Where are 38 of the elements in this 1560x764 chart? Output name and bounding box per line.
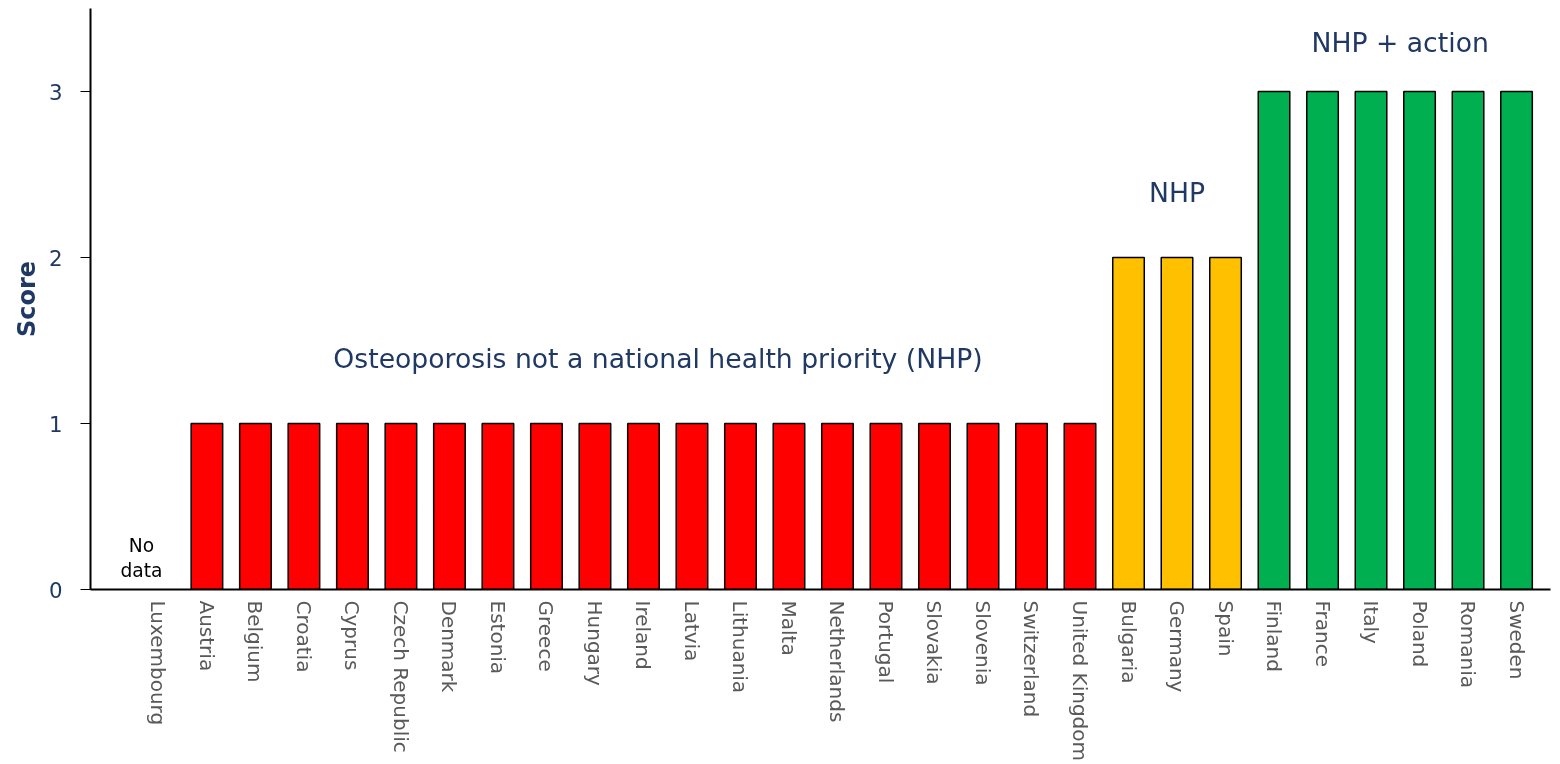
x-tick-label: Poland (1407, 600, 1432, 668)
x-tick-label: Greece (534, 600, 559, 672)
annotation: NHP (1148, 176, 1206, 208)
x-tick-label: Slovakia (922, 600, 947, 685)
x-tick-label: Germany (1165, 600, 1190, 693)
annotation: NHP + action (1311, 27, 1489, 59)
x-tick-label: Latvia (679, 600, 704, 662)
x-tick-label: Spain (1213, 600, 1238, 657)
annotation: No data (120, 535, 163, 582)
x-tick-label: Romania (1456, 600, 1481, 688)
x-tick-label: Luxembourg (146, 600, 171, 726)
y-axis-title: Score (12, 260, 41, 338)
annotation: Osteoporosis not a national health priority (NHP) (333, 342, 983, 374)
y-tick-label: 1 (48, 411, 63, 437)
x-tick-label: Cyprus (340, 600, 365, 671)
x-tick-label: Estonia (485, 600, 510, 675)
x-tick-label: Sweden (1504, 600, 1529, 680)
y-tick-label: 3 (48, 79, 63, 105)
x-tick-label: Croatia (291, 600, 316, 673)
x-tick-label: Lithuania (728, 600, 753, 694)
x-tick-label: Ireland (631, 600, 656, 670)
x-tick-label: Czech Republic (388, 600, 413, 753)
x-tick-label: United Kingdom (1068, 600, 1092, 762)
y-tick-label: 2 (48, 245, 63, 271)
x-tick-label: Hungary (582, 600, 607, 687)
x-tick-label: Austria (194, 600, 219, 672)
x-tick-label: Switzerland (1019, 600, 1044, 718)
x-tick-label: Belgium (243, 600, 268, 683)
x-tick-label: Portugal (873, 600, 898, 684)
x-tick-label: France (1310, 600, 1335, 668)
x-tick-label: Finland (1262, 600, 1287, 672)
x-tick-label: Slovenia (970, 600, 995, 686)
x-tick-label: Malta (776, 600, 801, 656)
y-tick-label: 0 (48, 577, 63, 603)
x-tick-label: Bulgaria (1116, 600, 1141, 684)
x-tick-label: Denmark (437, 600, 462, 693)
x-tick-label: Italy (1359, 600, 1384, 645)
x-tick-label: Netherlands (825, 600, 850, 723)
